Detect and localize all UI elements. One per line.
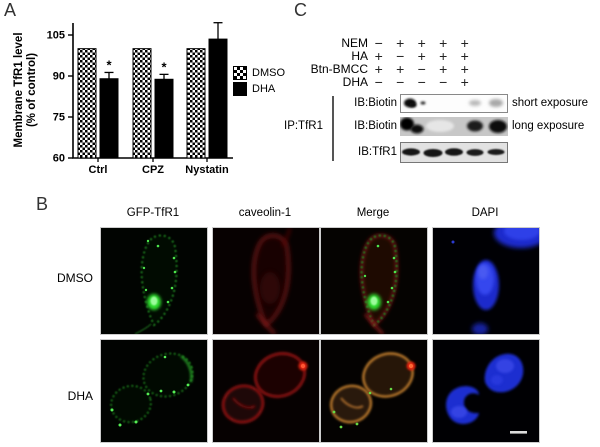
svg-text:(% of control): (% of control) — [26, 53, 38, 127]
sign: + — [396, 34, 405, 51]
svg-text:Membrane TfR1 level: Membrane TfR1 level — [13, 32, 25, 147]
legend-label-dha: DHA — [252, 82, 276, 95]
blot-label-biotin-short: IB:Biotin — [354, 97, 397, 109]
sign: + — [417, 47, 426, 64]
sign: + — [417, 34, 426, 51]
micrograph-dha-merge — [320, 339, 428, 443]
sign: + — [439, 34, 448, 51]
svg-text:105: 105 — [47, 30, 65, 42]
micrograph-dmso-caveolin1 — [212, 227, 320, 335]
sign: + — [460, 60, 469, 77]
sign: + — [439, 60, 448, 77]
svg-text:75: 75 — [53, 112, 65, 124]
sign: + — [374, 60, 383, 77]
ip-label: IP:TfR1 — [284, 120, 323, 132]
svg-text:*: * — [106, 57, 112, 72]
sign: + — [460, 47, 469, 64]
treatment-row-nem: NEM − + + + + — [280, 34, 476, 51]
row-label-dha: DHA — [67, 389, 93, 403]
blot-label-biotin-long: IB:Biotin — [354, 120, 397, 132]
treatment-name: DHA — [342, 74, 368, 89]
treatment-name: NEM — [341, 35, 368, 50]
sign: + — [396, 60, 405, 77]
panel-b-label: B — [36, 194, 49, 214]
svg-text:CPZ: CPZ — [142, 164, 164, 176]
blot-label-tfr1: IB:TfR1 — [358, 146, 397, 158]
column-header-caveolin1: caveolin-1 — [238, 207, 292, 219]
svg-text:*: * — [161, 59, 167, 74]
short-exposure-note: short exposure — [512, 97, 589, 109]
sign: − — [374, 73, 383, 90]
dmso-swatch — [233, 65, 247, 80]
membrane-tfr1-bar-chart: Membrane TfR1 level (% of control) 60 75 90 1… — [13, 22, 233, 176]
sign: − — [396, 47, 405, 64]
column-header-gfp-tfr1: GFP-TfR1 — [126, 207, 180, 219]
svg-text:Ctrl: Ctrl — [89, 164, 108, 176]
micrograph-dmso-dapi — [432, 227, 540, 335]
treatment-row-dha: DHA − − − − + — [280, 73, 476, 90]
treatment-name: Btn-BMCC — [310, 61, 368, 76]
long-exposure-note: long exposure — [512, 120, 585, 132]
treatment-name: HA — [351, 48, 368, 63]
svg-text:90: 90 — [53, 71, 65, 83]
sign: − — [396, 73, 405, 90]
svg-text:Nystatin: Nystatin — [185, 164, 229, 176]
micrograph-dha-dapi — [432, 339, 540, 443]
micrograph-dmso-gfp-tfr1 — [100, 227, 208, 335]
treatment-row-btn-bmcc: Btn-BMCC + + − + + — [280, 60, 476, 77]
micrograph-dha-gfp-tfr1 — [100, 339, 208, 443]
column-header-merge: Merge — [356, 207, 390, 219]
sign: + — [460, 73, 469, 90]
blot-biotin-short-exposure — [400, 94, 508, 113]
sign: + — [374, 47, 383, 64]
row-label-dmso: DMSO — [57, 271, 93, 285]
treatment-row-ha: HA + − + + + — [280, 47, 476, 64]
sign: − — [439, 73, 448, 90]
column-header-dapi: DAPI — [471, 207, 499, 219]
sign: + — [460, 34, 469, 51]
micrograph-dmso-merge — [320, 227, 428, 335]
blot-tfr1-loading — [400, 142, 508, 163]
sign: − — [374, 34, 383, 51]
svg-text:60: 60 — [53, 153, 65, 165]
legend-item-dmso: DMSO — [233, 65, 285, 80]
sign: + — [439, 47, 448, 64]
blot-biotin-long-exposure — [400, 117, 508, 136]
ip-bracket-line — [332, 96, 334, 161]
micrograph-dha-caveolin1 — [212, 339, 320, 443]
dha-swatch — [233, 81, 247, 96]
sign: − — [417, 60, 426, 77]
scale-bar — [510, 431, 527, 434]
sign: − — [417, 73, 426, 90]
panel-a-label: A — [4, 0, 17, 20]
legend-item-dha: DHA — [233, 81, 276, 96]
panel-c-label: C — [294, 0, 307, 20]
legend-label-dmso: DMSO — [252, 66, 285, 79]
